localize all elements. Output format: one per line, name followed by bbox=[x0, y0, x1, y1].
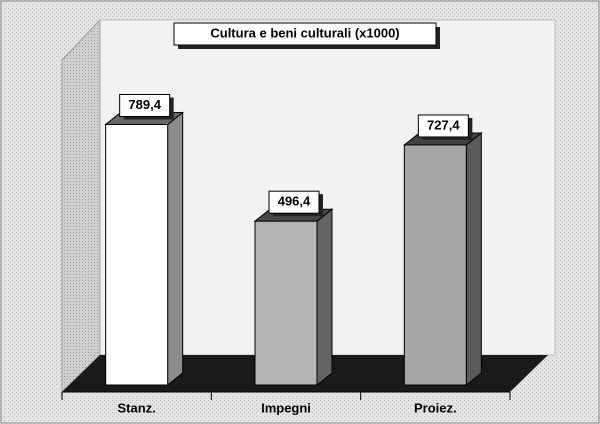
value-label-box bbox=[119, 93, 171, 117]
x-tick-label: Impegni bbox=[261, 400, 311, 415]
chart-title: Cultura e beni culturali (x1000) bbox=[210, 25, 399, 40]
bar-side bbox=[167, 111, 184, 387]
title-box bbox=[173, 22, 437, 46]
x-tick-label: Stanz. bbox=[118, 400, 156, 415]
value-label: 727,4 bbox=[427, 117, 460, 132]
bar bbox=[254, 220, 318, 386]
bar-side bbox=[316, 208, 333, 387]
side-wall bbox=[61, 18, 101, 394]
value-label: 496,4 bbox=[278, 194, 311, 209]
value-label-box bbox=[417, 114, 469, 138]
bar-side bbox=[465, 131, 482, 387]
bar bbox=[403, 144, 467, 386]
value-label: 789,4 bbox=[128, 97, 161, 112]
value-label-box bbox=[268, 190, 320, 214]
x-tick-label: Proiez. bbox=[414, 400, 457, 415]
bar bbox=[105, 123, 169, 386]
